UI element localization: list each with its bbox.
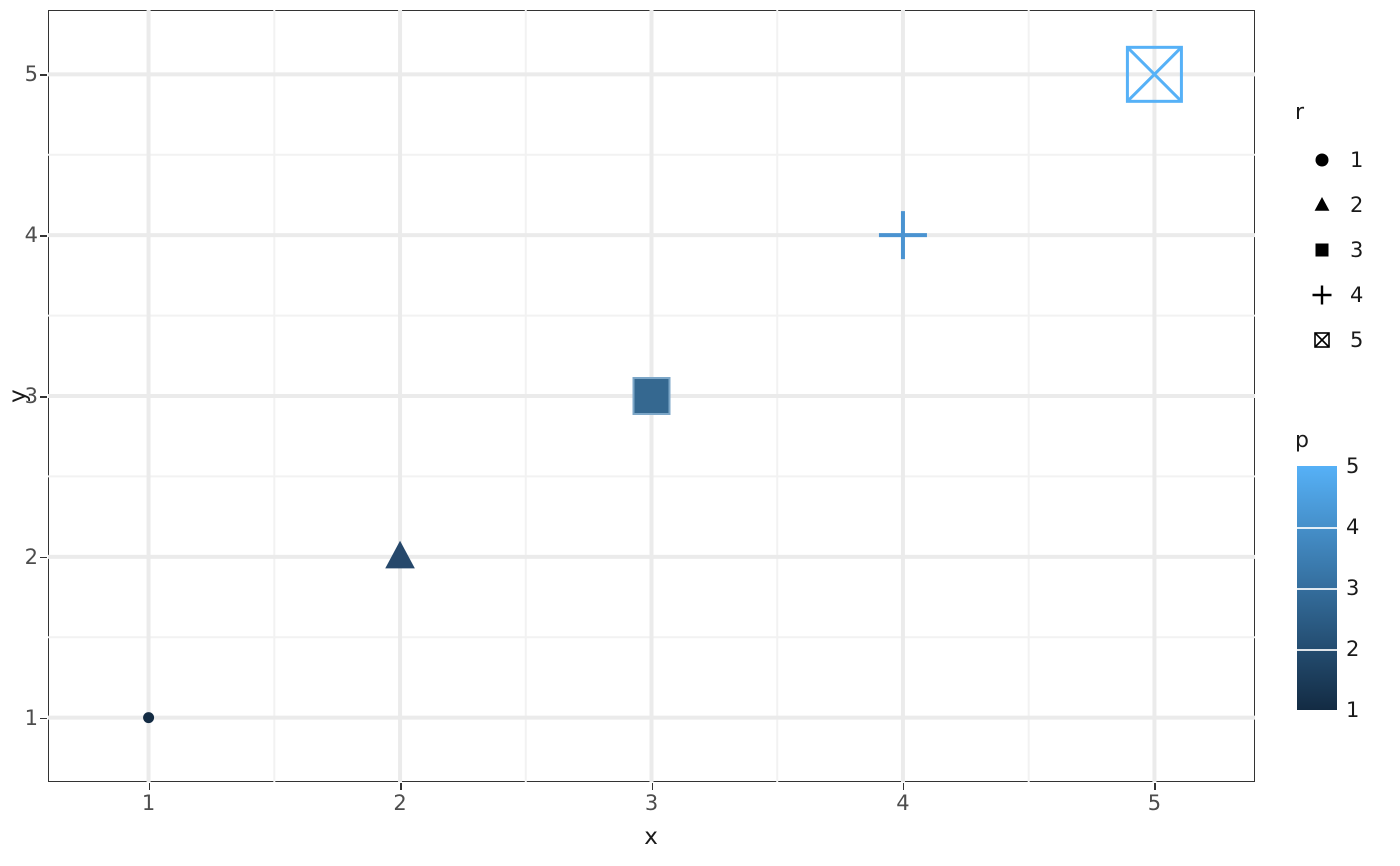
- y-tick-label: 3: [24, 384, 38, 408]
- y-tick-mark: [40, 556, 47, 559]
- colorbar-label: 1: [1346, 698, 1360, 722]
- x-tick-label: 5: [1147, 791, 1162, 815]
- y-tick-label: 1: [24, 705, 38, 730]
- y-tick-label: 2: [24, 544, 38, 569]
- x-tick-mark: [400, 783, 402, 790]
- plot-panel: [48, 10, 1255, 782]
- y-tick-mark: [40, 396, 47, 398]
- shape-legend-entry[interactable]: 4: [1294, 277, 1400, 313]
- shape-legend-label: 5: [1350, 328, 1364, 352]
- data-point: [632, 377, 671, 415]
- y-tick-mark: [40, 717, 47, 720]
- data-point: [1125, 45, 1183, 103]
- shape-legend-label: 1: [1350, 148, 1364, 172]
- shape-legend-entry[interactable]: 3: [1294, 232, 1400, 268]
- colorbar-label: 4: [1346, 515, 1360, 539]
- y-tick-mark: [40, 235, 47, 237]
- y-tick-label: 5: [24, 62, 38, 87]
- x-tick-label: 1: [141, 791, 156, 815]
- square-icon: [1304, 232, 1340, 268]
- color-legend-title: p: [1295, 428, 1309, 453]
- shape-legend-entry[interactable]: 5: [1294, 322, 1400, 358]
- x-tick-mark: [651, 783, 653, 790]
- x-tick-mark: [148, 783, 151, 790]
- gridlines: [48, 10, 1255, 782]
- shape-legend-entry[interactable]: 2: [1294, 187, 1400, 223]
- shape-legend-entry[interactable]: 1: [1294, 142, 1400, 178]
- x-tick-mark: [902, 783, 905, 790]
- colorbar-tick-mark: [1297, 527, 1337, 529]
- x-tick-mark: [1154, 783, 1156, 790]
- x-tick-label: 3: [644, 791, 659, 815]
- y-tick-label: 4: [24, 223, 38, 248]
- legend-column: r 1 2 3 4 5 p 5 4 3 2 1: [1294, 0, 1400, 866]
- colorbar-tick-mark: [1297, 649, 1337, 651]
- x-axis-title: x: [644, 824, 658, 850]
- circle-icon: [1304, 142, 1340, 178]
- data-point: [385, 540, 415, 569]
- colorbar-label: 2: [1346, 637, 1360, 661]
- shape-legend-title: r: [1295, 100, 1305, 125]
- y-tick-mark: [40, 74, 47, 76]
- triangle-icon: [1304, 187, 1340, 223]
- shape-legend-label: 4: [1350, 283, 1364, 307]
- square-x-icon: [1304, 322, 1340, 358]
- data-point: [878, 211, 927, 260]
- colorbar-tick-mark: [1297, 588, 1337, 590]
- x-tick-label: 4: [896, 791, 910, 815]
- colorbar-label: 3: [1346, 576, 1360, 600]
- x-tick-label: 2: [393, 791, 407, 815]
- data-point: [143, 712, 155, 724]
- data-points-layer: [143, 45, 1183, 724]
- plus-icon: [1304, 277, 1340, 313]
- colorbar-label: 5: [1346, 454, 1360, 478]
- shape-legend-label: 3: [1350, 238, 1364, 262]
- shape-legend-label: 2: [1350, 193, 1364, 217]
